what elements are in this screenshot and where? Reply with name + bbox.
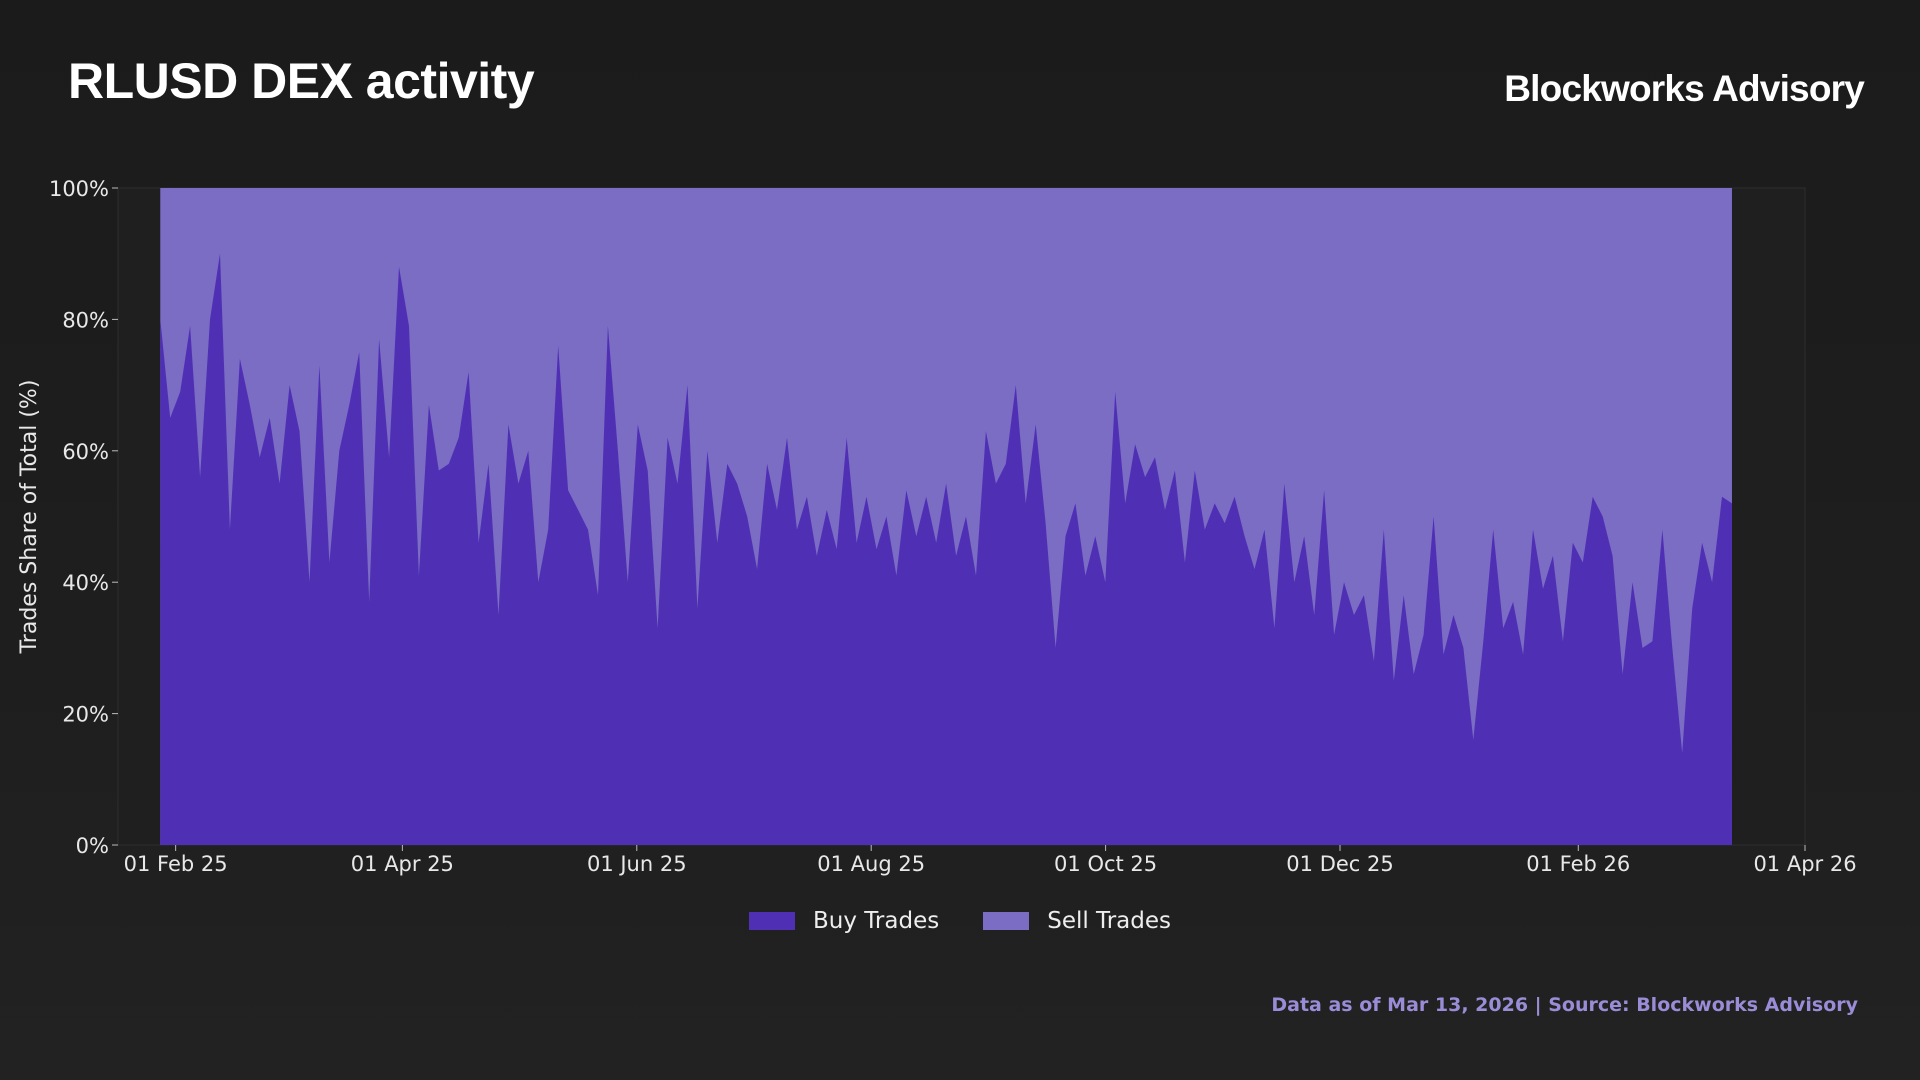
legend-swatch-buy (748, 912, 795, 930)
legend-label-buy: Buy Trades (812, 908, 940, 934)
chart-axes: 0% 20% 40% 60% 80% 100% 01 Feb 25 01 Apr 25 01 J… (49, 177, 1857, 876)
x-tick-label: 01 Apr 25 (351, 852, 454, 876)
chart-series-layer (160, 188, 1732, 845)
legend-label-sell: Sell Trades (1047, 908, 1172, 934)
legend-swatch-sell (983, 912, 1030, 930)
y-tick-label: 80% (62, 308, 109, 332)
legend-item-buy-trades[interactable]: Buy Trades (748, 908, 940, 934)
y-tick-label: 0% (76, 834, 109, 858)
y-tick-label: 20% (62, 703, 109, 727)
x-tick-label: 01 Feb 25 (124, 852, 228, 876)
legend-item-sell-trades[interactable]: Sell Trades (983, 908, 1171, 934)
x-tick-label: 01 Feb 26 (1526, 852, 1630, 876)
x-tick-label: 01 Jun 25 (587, 852, 687, 876)
brand-logo: Blockworks Advisory (1504, 68, 1865, 109)
y-tick-label: 100% (49, 177, 109, 201)
chart-title: RLUSD DEX activity (68, 53, 535, 109)
series-area-buy-trades (160, 253, 1732, 845)
y-tick-label: 40% (62, 571, 109, 595)
chart-legend: Buy Trades Sell Trades (0, 908, 1920, 934)
x-tick-label: 01 Aug 25 (817, 852, 925, 876)
source-note: Data as of Mar 13, 2026 | Source: Blockw… (1271, 994, 1858, 1016)
x-tick-label: 01 Dec 25 (1286, 852, 1393, 876)
y-tick-label: 60% (62, 440, 109, 464)
x-tick-label: 01 Apr 26 (1753, 852, 1856, 876)
y-axis-label: Trades Share of Total (%) (17, 380, 42, 655)
x-tick-label: 01 Oct 25 (1054, 852, 1157, 876)
